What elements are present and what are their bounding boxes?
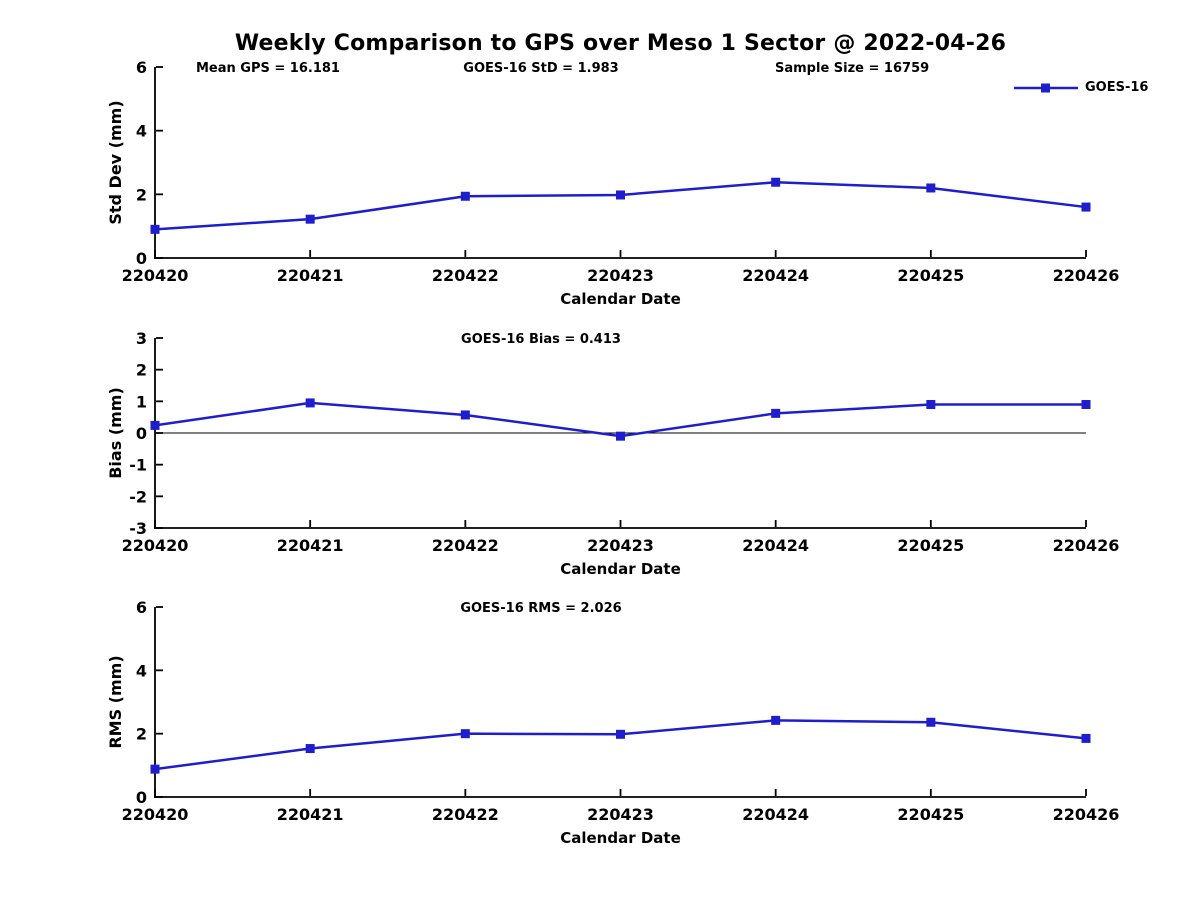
- std-dev-y-tick-label: 6: [136, 58, 147, 77]
- rms-y-tick-label: 0: [136, 788, 147, 807]
- rms-x-tick-label: 220425: [897, 805, 964, 824]
- std-dev-data-point: [616, 190, 625, 200]
- rms-x-tick-label: 220422: [432, 805, 499, 824]
- rms-data-point: [771, 715, 781, 725]
- std-dev-data-point: [771, 177, 781, 187]
- annotation-goes16-std: GOES-16 StD = 1.983: [463, 61, 619, 76]
- bias-y-tick-label: -3: [129, 519, 147, 538]
- std-dev-x-tick-label: 220426: [1053, 266, 1120, 285]
- std-dev-data-point: [305, 214, 315, 224]
- std-dev-x-tick-label: 220420: [122, 266, 189, 285]
- bias-data-point: [1081, 400, 1091, 409]
- rms-data-point: [1081, 733, 1091, 743]
- bias-data-line: [154, 401, 1086, 438]
- rms-data-point: [305, 744, 315, 754]
- std-dev-x-axis-label: Calendar Date: [560, 290, 681, 308]
- bias-x-tick-label: 220423: [587, 536, 654, 555]
- bias-y-tick-label: 1: [136, 392, 147, 411]
- std-dev-x-tick-label: 220422: [432, 266, 499, 285]
- bias-y-axis-label: Bias (mm): [106, 387, 125, 479]
- bias-x-tick-label: 220425: [897, 536, 964, 555]
- bias-x-tick-label: 220422: [432, 536, 499, 555]
- std-dev-data-line: [154, 180, 1087, 231]
- legend-line-marker-icon: [1014, 83, 1078, 92]
- bias-data-point: [771, 408, 781, 418]
- rms-x-tick-label: 220426: [1053, 805, 1120, 824]
- bias-y-tick-label: -1: [129, 456, 147, 475]
- rms-data-point: [616, 729, 625, 739]
- legend-label: GOES-16: [1085, 80, 1149, 95]
- chart-title: Weekly Comparison to GPS over Meso 1 Sec…: [234, 31, 1007, 56]
- bias-data-point: [305, 398, 315, 408]
- bias-data-point: [460, 410, 470, 420]
- rms-data-point: [150, 764, 160, 774]
- bias-x-axis-label: Calendar Date: [560, 560, 681, 578]
- std-dev-data-point: [1081, 202, 1091, 212]
- rms-x-axis-label: Calendar Date: [560, 829, 681, 847]
- rms-y-axis-label: RMS (mm): [106, 655, 125, 748]
- annotation-sample-size: Sample Size = 16759: [775, 61, 930, 76]
- legend-square-marker-icon: [1041, 83, 1050, 92]
- std-dev-x-tick-label: 220423: [587, 266, 654, 285]
- rms-x-tick-label: 220421: [277, 805, 344, 824]
- rms-y-tick-label: 2: [136, 725, 147, 744]
- bias-y-tick-label: 2: [136, 361, 147, 380]
- rms-x-tick-label: 220423: [587, 805, 654, 824]
- bias-x-tick-label: 220424: [742, 536, 809, 555]
- std-dev-x-tick-label: 220421: [277, 266, 344, 285]
- bias-x-tick-label: 220421: [277, 536, 344, 555]
- std-dev-data-point: [460, 191, 470, 201]
- bias-y-tick-label: -2: [129, 487, 147, 506]
- std-dev-data-point: [926, 183, 936, 193]
- bias-y-tick-label: 3: [136, 329, 147, 348]
- std-dev-data-point: [150, 224, 160, 234]
- rms-x-tick-label: 220424: [742, 805, 809, 824]
- std-dev-y-tick-label: 0: [136, 249, 147, 268]
- std-dev-y-axis-label: Std Dev (mm): [106, 100, 125, 224]
- std-dev-y-tick-label: 2: [136, 185, 147, 204]
- rms-data-point: [460, 729, 470, 739]
- std-dev-y-tick-label: 4: [136, 122, 147, 141]
- std-dev-x-tick-label: 220425: [897, 266, 964, 285]
- rms-annotation: GOES-16 RMS = 2.026: [460, 601, 621, 616]
- bias-x-tick-label: 220426: [1053, 536, 1120, 555]
- bias-annotation: GOES-16 Bias = 0.413: [461, 332, 621, 347]
- rms-y-tick-label: 4: [136, 661, 147, 680]
- bias-data-point: [926, 400, 936, 409]
- bias-y-tick-label: 0: [136, 424, 147, 443]
- bias-x-tick-label: 220420: [122, 536, 189, 555]
- rms-x-tick-label: 220420: [122, 805, 189, 824]
- bias-data-point: [150, 420, 160, 430]
- annotation-mean-gps: Mean GPS = 16.181: [196, 61, 340, 76]
- rms-data-line: [154, 719, 1087, 771]
- legend-goes16: GOES-16: [1013, 80, 1148, 95]
- rms-data-point: [926, 717, 936, 727]
- std-dev-x-tick-label: 220424: [742, 266, 809, 285]
- rms-y-tick-label: 6: [136, 598, 147, 617]
- bias-data-point: [616, 431, 625, 441]
